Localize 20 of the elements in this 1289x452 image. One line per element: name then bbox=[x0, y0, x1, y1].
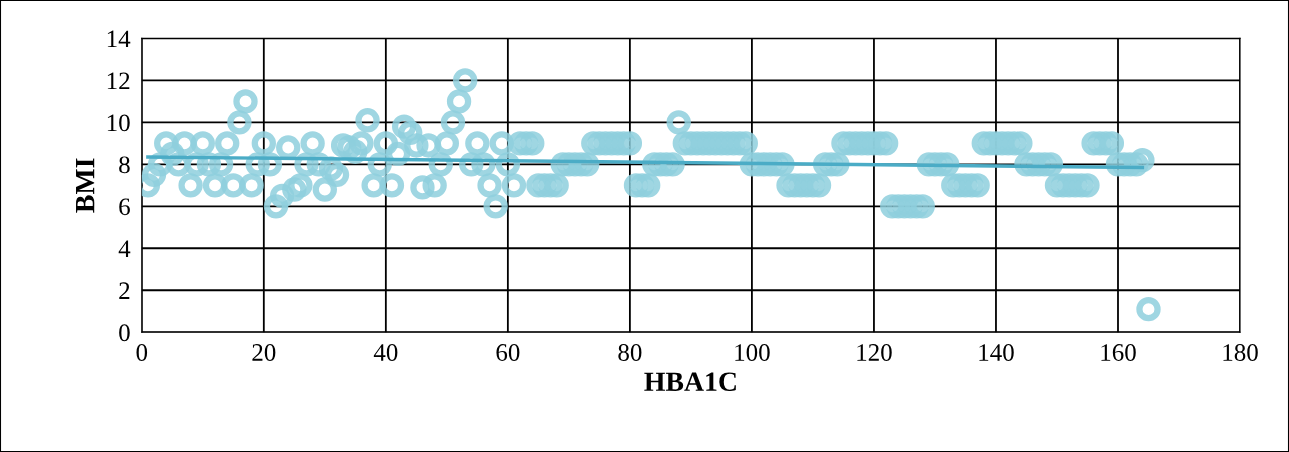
x-tick-label: 140 bbox=[979, 344, 1014, 361]
x-tick-label: 0 bbox=[136, 344, 148, 361]
y-tick-label: 4 bbox=[118, 240, 131, 257]
y-tick-label: 6 bbox=[119, 198, 130, 216]
x-tick-label: 100 bbox=[735, 344, 770, 361]
x-tick-label: 120 bbox=[857, 344, 892, 361]
x-tick-label: 40 bbox=[373, 344, 398, 361]
x-tick-label: 160 bbox=[1101, 344, 1136, 361]
x-tick-label: 20 bbox=[252, 344, 276, 361]
y-tick-label: 10 bbox=[107, 114, 130, 132]
y-tick-label: 8 bbox=[119, 156, 130, 174]
x-axis-title: HBA1C bbox=[644, 372, 736, 392]
y-axis-title: BMI bbox=[76, 158, 95, 213]
y-tick-label: 2 bbox=[119, 282, 130, 299]
x-tick-label: 180 bbox=[1223, 344, 1258, 361]
y-tick-label: 12 bbox=[107, 72, 130, 90]
y-tick-label: 14 bbox=[107, 30, 131, 48]
x-tick-label: 80 bbox=[618, 344, 642, 361]
x-tick-label: 60 bbox=[496, 344, 520, 361]
y-tick-label: 0 bbox=[119, 324, 130, 342]
